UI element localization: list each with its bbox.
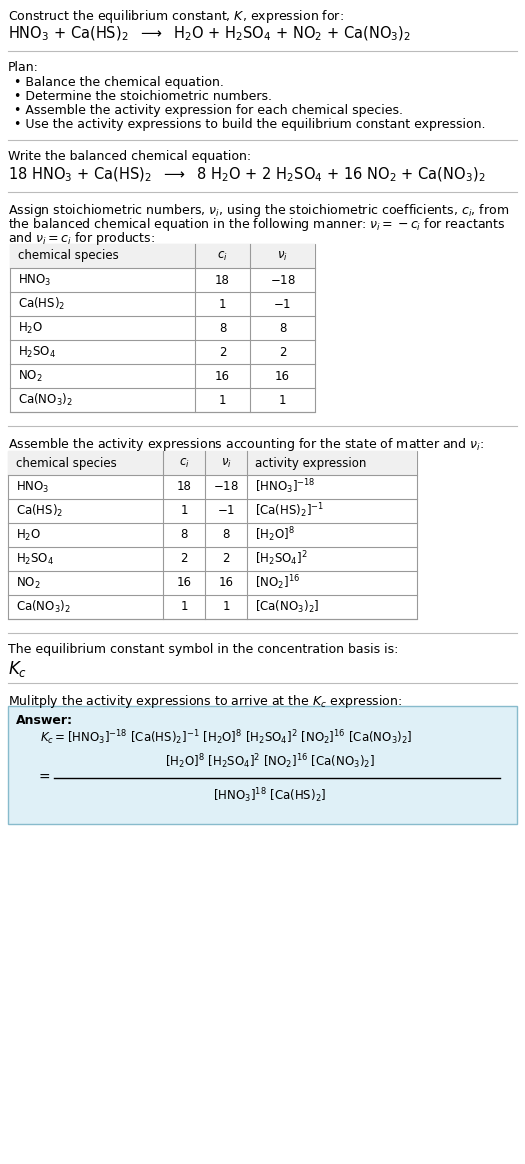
Text: The equilibrium constant symbol in the concentration basis is:: The equilibrium constant symbol in the c… bbox=[8, 643, 398, 656]
Bar bbox=[10, 244, 315, 412]
Text: $\mathrm{HNO_3}$: $\mathrm{HNO_3}$ bbox=[16, 480, 49, 495]
Text: 16: 16 bbox=[218, 576, 234, 589]
Bar bbox=[10, 244, 315, 268]
Text: $[\mathrm{H_2SO_4}]^{2}$: $[\mathrm{H_2SO_4}]^{2}$ bbox=[255, 549, 308, 568]
Text: 18: 18 bbox=[176, 481, 192, 494]
Text: activity expression: activity expression bbox=[255, 456, 366, 469]
Bar bbox=[8, 450, 417, 475]
Text: Assemble the activity expressions accounting for the state of matter and $\nu_i$: Assemble the activity expressions accoun… bbox=[8, 436, 484, 453]
Text: chemical species: chemical species bbox=[18, 249, 119, 263]
Text: $\mathrm{Ca(HS)_2}$: $\mathrm{Ca(HS)_2}$ bbox=[16, 503, 64, 519]
Text: • Assemble the activity expression for each chemical species.: • Assemble the activity expression for e… bbox=[14, 104, 403, 118]
Text: 1: 1 bbox=[222, 601, 230, 613]
Text: Write the balanced chemical equation:: Write the balanced chemical equation: bbox=[8, 150, 251, 163]
Text: $\nu_i$: $\nu_i$ bbox=[277, 249, 288, 263]
Text: =: = bbox=[38, 771, 50, 785]
Text: the balanced chemical equation in the following manner: $\nu_i = -c_i$ for react: the balanced chemical equation in the fo… bbox=[8, 217, 506, 233]
Text: $[\mathrm{H_2O}]^{8}\ [\mathrm{H_2SO_4}]^{2}\ [\mathrm{NO_2}]^{16}\ [\mathrm{Ca(: $[\mathrm{H_2O}]^{8}\ [\mathrm{H_2SO_4}]… bbox=[165, 753, 375, 772]
Text: Answer:: Answer: bbox=[16, 714, 73, 728]
Text: $\mathrm{NO_2}$: $\mathrm{NO_2}$ bbox=[16, 575, 40, 590]
Text: $\mathrm{Ca(NO_3)_2}$: $\mathrm{Ca(NO_3)_2}$ bbox=[18, 392, 73, 409]
Text: Plan:: Plan: bbox=[8, 61, 39, 74]
Text: 1: 1 bbox=[219, 393, 226, 406]
Text: $-18$: $-18$ bbox=[269, 274, 296, 286]
Text: $\mathrm{Ca(HS)_2}$: $\mathrm{Ca(HS)_2}$ bbox=[18, 296, 66, 312]
Text: Mulitply the activity expressions to arrive at the $K_c$ expression:: Mulitply the activity expressions to arr… bbox=[8, 693, 402, 710]
Text: and $\nu_i = c_i$ for products:: and $\nu_i = c_i$ for products: bbox=[8, 230, 155, 247]
Text: $\mathrm{NO_2}$: $\mathrm{NO_2}$ bbox=[18, 369, 43, 384]
Text: $\mathrm{Ca(NO_3)_2}$: $\mathrm{Ca(NO_3)_2}$ bbox=[16, 599, 71, 615]
Text: $[\mathrm{Ca(NO_3)_2}]$: $[\mathrm{Ca(NO_3)_2}]$ bbox=[255, 599, 319, 615]
Text: chemical species: chemical species bbox=[16, 456, 117, 469]
Text: 2: 2 bbox=[219, 346, 226, 359]
Text: 8: 8 bbox=[222, 528, 230, 541]
Text: $K_c$: $K_c$ bbox=[8, 659, 27, 679]
Text: • Balance the chemical equation.: • Balance the chemical equation. bbox=[14, 76, 224, 88]
Text: 2: 2 bbox=[180, 553, 188, 566]
Text: 8: 8 bbox=[279, 321, 286, 334]
Text: 1: 1 bbox=[219, 298, 226, 311]
Bar bbox=[8, 707, 517, 824]
Text: 1: 1 bbox=[180, 601, 188, 613]
Text: 8: 8 bbox=[180, 528, 188, 541]
Text: $[\mathrm{HNO_3}]^{-18}$: $[\mathrm{HNO_3}]^{-18}$ bbox=[255, 477, 316, 496]
Text: Assign stoichiometric numbers, $\nu_i$, using the stoichiometric coefficients, $: Assign stoichiometric numbers, $\nu_i$, … bbox=[8, 203, 509, 219]
Text: $\mathrm{HNO_3}$ + $\mathrm{Ca(HS)_2}$  $\longrightarrow$  $\mathrm{H_2O}$ + $\m: $\mathrm{HNO_3}$ + $\mathrm{Ca(HS)_2}$ $… bbox=[8, 24, 411, 43]
Text: $[\mathrm{NO_2}]^{16}$: $[\mathrm{NO_2}]^{16}$ bbox=[255, 574, 300, 592]
Text: 16: 16 bbox=[176, 576, 192, 589]
Text: $\mathrm{HNO_3}$: $\mathrm{HNO_3}$ bbox=[18, 272, 51, 288]
Text: $[\mathrm{Ca(HS)_2}]^{-1}$: $[\mathrm{Ca(HS)_2}]^{-1}$ bbox=[255, 502, 324, 520]
Text: 18: 18 bbox=[215, 274, 230, 286]
Text: $K_c = [\mathrm{HNO_3}]^{-18}\ [\mathrm{Ca(HS)_2}]^{-1}\ [\mathrm{H_2O}]^{8}\ [\: $K_c = [\mathrm{HNO_3}]^{-18}\ [\mathrm{… bbox=[40, 729, 413, 747]
Text: 1: 1 bbox=[279, 393, 286, 406]
Text: $[\mathrm{H_2O}]^{8}$: $[\mathrm{H_2O}]^{8}$ bbox=[255, 526, 295, 545]
Text: $c_i$: $c_i$ bbox=[178, 456, 190, 469]
Text: $c_i$: $c_i$ bbox=[217, 249, 228, 263]
Text: 1: 1 bbox=[180, 504, 188, 518]
Text: $-1$: $-1$ bbox=[217, 504, 235, 518]
Text: 18 $\mathrm{HNO_3}$ + $\mathrm{Ca(HS)_2}$  $\longrightarrow$  8 $\mathrm{H_2O}$ : 18 $\mathrm{HNO_3}$ + $\mathrm{Ca(HS)_2}… bbox=[8, 166, 486, 184]
Text: 16: 16 bbox=[215, 369, 230, 383]
Text: 16: 16 bbox=[275, 369, 290, 383]
Text: $[\mathrm{HNO_3}]^{18}\ [\mathrm{Ca(HS)_2}]$: $[\mathrm{HNO_3}]^{18}\ [\mathrm{Ca(HS)_… bbox=[213, 787, 327, 805]
Text: Construct the equilibrium constant, $K$, expression for:: Construct the equilibrium constant, $K$,… bbox=[8, 8, 344, 24]
Text: $\mathrm{H_2SO_4}$: $\mathrm{H_2SO_4}$ bbox=[18, 345, 56, 360]
Text: $-1$: $-1$ bbox=[274, 298, 291, 311]
Text: $\mathrm{H_2SO_4}$: $\mathrm{H_2SO_4}$ bbox=[16, 552, 54, 567]
Text: $\nu_i$: $\nu_i$ bbox=[220, 456, 232, 469]
Text: • Determine the stoichiometric numbers.: • Determine the stoichiometric numbers. bbox=[14, 90, 272, 102]
Text: $\mathrm{H_2O}$: $\mathrm{H_2O}$ bbox=[16, 527, 41, 542]
Text: $-18$: $-18$ bbox=[213, 481, 239, 494]
Text: 2: 2 bbox=[279, 346, 286, 359]
Text: 2: 2 bbox=[222, 553, 230, 566]
Bar bbox=[8, 450, 417, 619]
Text: • Use the activity expressions to build the equilibrium constant expression.: • Use the activity expressions to build … bbox=[14, 118, 486, 132]
Text: $\mathrm{H_2O}$: $\mathrm{H_2O}$ bbox=[18, 320, 43, 335]
Text: 8: 8 bbox=[219, 321, 226, 334]
